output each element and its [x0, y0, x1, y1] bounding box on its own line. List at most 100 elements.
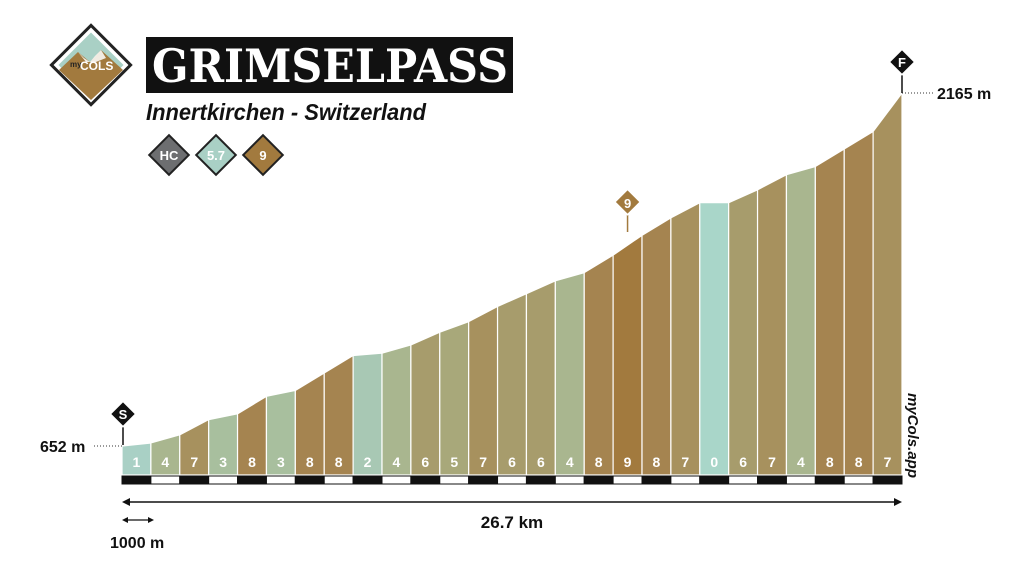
start-marker: S	[109, 400, 137, 445]
profile-segment	[468, 305, 499, 476]
km-scale-block	[208, 475, 239, 485]
km-scale-block	[728, 475, 759, 485]
km-scale-block	[381, 475, 412, 485]
badge-row: HC 5.7 9	[147, 133, 285, 177]
km-scale-block	[612, 475, 643, 485]
start-elevation-label: 652 m	[40, 439, 85, 456]
gradient-label: 4	[797, 454, 805, 470]
gradient-label: 9	[624, 454, 632, 470]
mycols-logo: my COLS	[49, 23, 133, 107]
gradient-label: 8	[826, 454, 834, 470]
km-scale-block	[872, 475, 903, 485]
profile-segment	[843, 130, 874, 476]
badge-label: 9	[259, 148, 266, 163]
gradient-label: 5	[450, 454, 458, 470]
km-scale-block	[179, 475, 210, 485]
gradient-label: 7	[479, 454, 487, 470]
finish-marker-label: F	[898, 55, 906, 70]
gradient-label: 6	[739, 454, 747, 470]
profile-segment	[439, 320, 470, 476]
profile-segment	[872, 91, 903, 476]
badge-0: HC	[147, 133, 191, 177]
km-scale-block	[670, 475, 701, 485]
start-marker-label: S	[119, 407, 128, 422]
profile-segment	[670, 201, 701, 476]
km-scale-block	[699, 475, 730, 485]
km-scale-block	[554, 475, 585, 485]
km-scale-block	[468, 475, 499, 485]
gradient-label: 8	[595, 454, 603, 470]
km-scale-block	[641, 475, 672, 485]
profile-segment	[814, 147, 845, 476]
gradient-label: 7	[884, 454, 892, 470]
km-scale-block	[439, 475, 470, 485]
profile-segment	[525, 279, 556, 476]
km-scale-block	[525, 475, 556, 485]
profile-segment	[641, 216, 672, 476]
gradient-label: 3	[277, 454, 285, 470]
km-scale-block	[121, 475, 152, 485]
max-gradient-marker: 9	[613, 188, 642, 232]
gradient-label: 6	[508, 454, 516, 470]
page-subtitle: Innertkirchen - Switzerland	[146, 99, 427, 125]
gradient-label: 0	[710, 454, 718, 470]
total-distance-label: 26.7 km	[481, 513, 543, 532]
badge-1: 5.7	[194, 133, 238, 177]
km-scale-block	[294, 475, 325, 485]
gradient-label: 7	[768, 454, 776, 470]
profile-segment	[785, 165, 816, 476]
km-scale-block	[843, 475, 874, 485]
km-scale-block	[410, 475, 441, 485]
km-scale-block	[352, 475, 383, 485]
km-scale-block	[757, 475, 787, 485]
gradient-label: 3	[219, 454, 227, 470]
gradient-label: 8	[855, 454, 863, 470]
gradient-label: 6	[421, 454, 429, 470]
profile-segment	[612, 234, 643, 476]
gradient-labels: 1 4 7 3 8 3 8 8 2 4 6 5 7 6 6 4 8 9 8 7 0 6 7 4 8 8 7	[133, 454, 892, 470]
finish-marker: F	[888, 48, 916, 93]
gradient-label: 7	[190, 454, 198, 470]
profile-area	[121, 91, 903, 476]
gradient-label: 4	[566, 454, 574, 470]
profile-segment	[496, 292, 528, 476]
gradient-label: 8	[306, 454, 314, 470]
gradient-label: 8	[653, 454, 661, 470]
logo-text-big: COLS	[80, 59, 113, 73]
gradient-label: 8	[248, 454, 256, 470]
km-scale-block	[323, 475, 354, 485]
distance-scale	[121, 475, 903, 485]
profile-segment	[583, 254, 614, 476]
gradient-label: 6	[537, 454, 545, 470]
km-scale-block	[497, 475, 527, 485]
page-title: GRIMSELPASS	[152, 39, 508, 93]
profile-segment	[699, 202, 730, 476]
max-gradient-label: 9	[624, 196, 631, 211]
badge-2: 9	[241, 133, 285, 177]
gradient-label: 7	[681, 454, 689, 470]
gradient-label: 1	[133, 454, 141, 470]
profile-segment	[728, 188, 759, 476]
profile-segment	[554, 271, 585, 476]
watermark: myCols.app	[904, 393, 921, 478]
badge-label: HC	[160, 148, 179, 163]
scale-label: 1000 m	[110, 535, 164, 552]
logo-text-small: my	[70, 60, 82, 69]
profile-segment	[756, 173, 788, 476]
gradient-label: 8	[335, 454, 343, 470]
km-scale-block	[785, 475, 816, 485]
total-distance-arrow	[122, 498, 902, 506]
km-scale-block	[814, 475, 845, 485]
km-scale-block	[265, 475, 296, 485]
scale-arrow	[122, 517, 154, 523]
km-scale-block	[150, 475, 181, 485]
gradient-label: 2	[364, 454, 372, 470]
title-box	[146, 37, 513, 93]
km-scale-block	[237, 475, 267, 485]
gradient-label: 4	[393, 454, 401, 470]
gradient-label: 4	[161, 454, 169, 470]
badge-label: 5.7	[207, 148, 225, 163]
finish-elevation-label: 2165 m	[937, 86, 991, 103]
km-scale-block	[583, 475, 614, 485]
